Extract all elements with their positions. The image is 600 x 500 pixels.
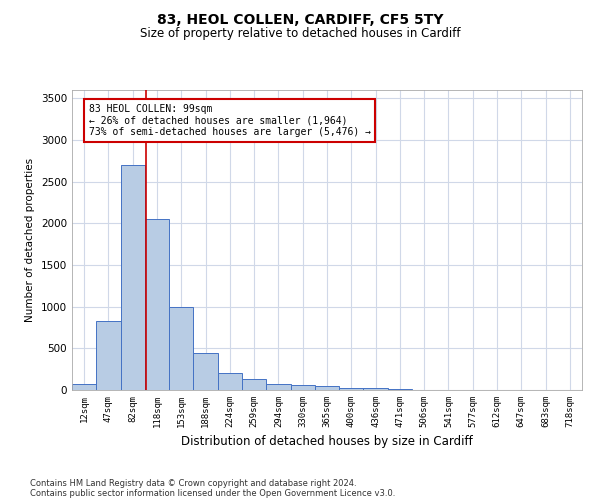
- Bar: [315, 386, 339, 390]
- Bar: [339, 388, 364, 390]
- Bar: [145, 219, 169, 390]
- Text: Contains HM Land Registry data © Crown copyright and database right 2024.: Contains HM Land Registry data © Crown c…: [30, 478, 356, 488]
- Bar: [266, 384, 290, 390]
- Bar: [193, 352, 218, 390]
- Text: 83 HEOL COLLEN: 99sqm
← 26% of detached houses are smaller (1,964)
73% of semi-d: 83 HEOL COLLEN: 99sqm ← 26% of detached …: [89, 104, 371, 138]
- Text: 83, HEOL COLLEN, CARDIFF, CF5 5TY: 83, HEOL COLLEN, CARDIFF, CF5 5TY: [157, 12, 443, 26]
- Bar: [388, 389, 412, 390]
- Bar: [290, 386, 315, 390]
- Bar: [364, 388, 388, 390]
- Bar: [72, 384, 96, 390]
- Bar: [169, 306, 193, 390]
- Bar: [218, 374, 242, 390]
- X-axis label: Distribution of detached houses by size in Cardiff: Distribution of detached houses by size …: [181, 436, 473, 448]
- Text: Size of property relative to detached houses in Cardiff: Size of property relative to detached ho…: [140, 28, 460, 40]
- Y-axis label: Number of detached properties: Number of detached properties: [25, 158, 35, 322]
- Bar: [242, 379, 266, 390]
- Text: Contains public sector information licensed under the Open Government Licence v3: Contains public sector information licen…: [30, 488, 395, 498]
- Bar: [96, 322, 121, 390]
- Bar: [121, 165, 145, 390]
